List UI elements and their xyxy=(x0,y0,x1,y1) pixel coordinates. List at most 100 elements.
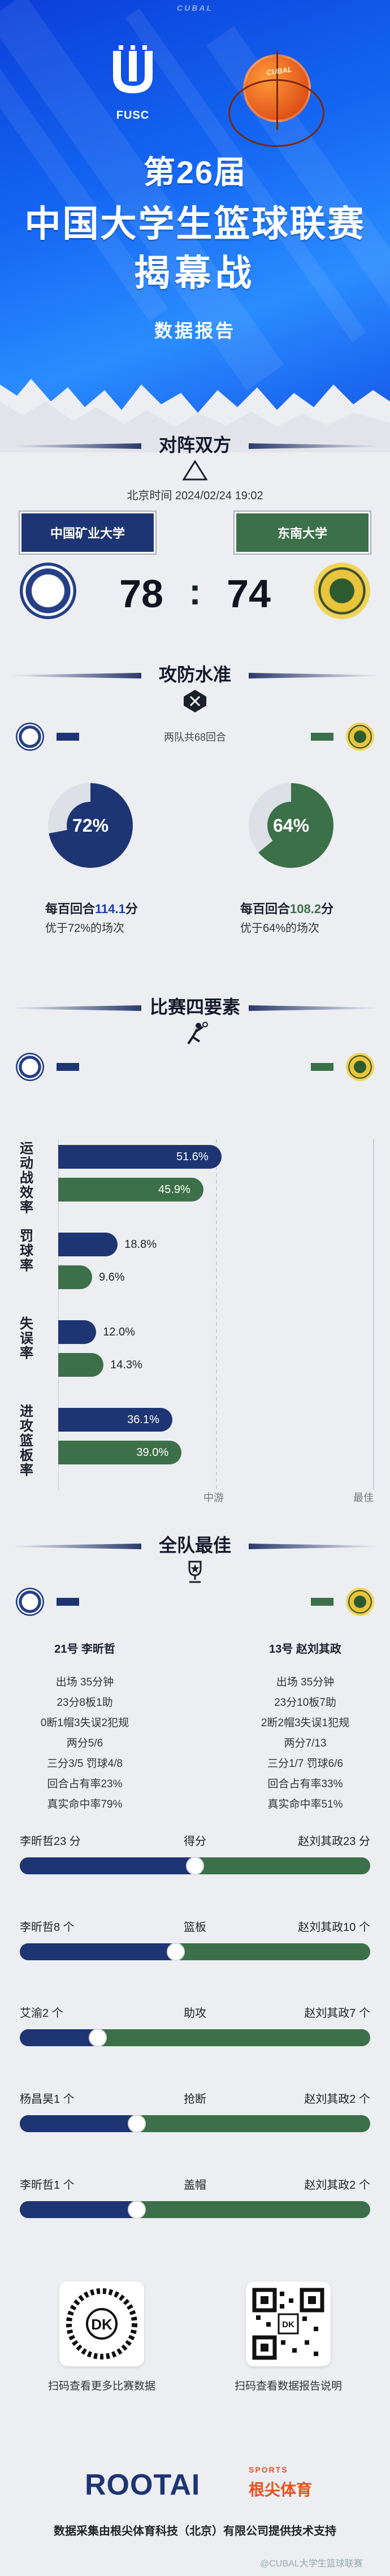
score-separator: : xyxy=(189,570,201,612)
stat-split-knob xyxy=(166,1943,185,1961)
home-player-line: 两分5/6 xyxy=(66,1737,103,1749)
away-factor-bar xyxy=(58,1353,104,1377)
away-player-line: 三分1/7 罚球6/6 xyxy=(267,1758,344,1770)
section-rule-right xyxy=(249,673,379,678)
away-color-marker xyxy=(311,1598,333,1606)
home-factor-value: 36.1% xyxy=(127,1414,159,1426)
away-player-line: 出场 35分钟 xyxy=(276,1676,335,1688)
versus-icon xyxy=(181,459,209,486)
home-crest-small xyxy=(16,1588,44,1616)
away-factor-bar xyxy=(58,1265,92,1289)
away-factor-bar xyxy=(58,1178,204,1201)
stat-home-fill xyxy=(20,2115,137,2132)
away-donut-gauge: 64% xyxy=(249,783,333,868)
section-rule-left xyxy=(11,443,141,449)
stat-category: 得分 xyxy=(184,1835,206,1848)
home-player-line: 三分3/5 罚球4/8 xyxy=(46,1758,123,1770)
section-rule-left xyxy=(11,673,141,678)
stat-home-player: 杨昌昊1 个 xyxy=(20,2093,75,2106)
stat-home-player: 李昕哲1 个 xyxy=(20,2179,75,2192)
stat-split-knob xyxy=(127,2201,146,2219)
home-color-marker xyxy=(57,733,79,741)
torn-paper-edge xyxy=(0,379,390,452)
stat-home-player: 李昕哲8 个 xyxy=(20,1921,75,1934)
home-better-than: 优于72%的场次 xyxy=(45,922,125,935)
away-color-marker xyxy=(311,1063,333,1071)
away-per100: 每百回合108.2分 xyxy=(240,902,334,916)
qr-code-icon: DK xyxy=(252,2288,324,2360)
qr-code-left[interactable]: DK xyxy=(59,2281,144,2366)
home-player-line: 0断1帽3失误2犯规 xyxy=(40,1717,129,1729)
home-team-crest xyxy=(20,563,76,619)
stat-home-fill xyxy=(20,2029,98,2046)
stat-compare-track xyxy=(20,2201,370,2218)
crossed-swords-icon xyxy=(181,689,209,716)
opener-title: 揭幕战 xyxy=(134,253,256,293)
stat-away-player: 赵刘其政7 个 xyxy=(304,2007,370,2020)
section-rule-right xyxy=(249,443,379,449)
factors-title: 比赛四要素 xyxy=(149,997,240,1017)
away-crest-small xyxy=(346,723,374,751)
edition-title: 第26届 xyxy=(143,154,247,190)
section-rule-left xyxy=(11,1005,141,1011)
match-datetime: 北京时间 2024/02/24 19:02 xyxy=(127,490,263,502)
footer-credit: 数据采集由根尖体育科技（北京）有限公司提供技术支持 xyxy=(54,2525,336,2538)
home-crest-small xyxy=(16,1053,44,1081)
stat-home-fill xyxy=(20,1943,176,1960)
away-factor-value: 14.3% xyxy=(110,1359,142,1371)
player-dunk-icon xyxy=(181,1021,209,1048)
stat-split-knob xyxy=(88,2029,107,2047)
svg-text:DK: DK xyxy=(282,2320,294,2329)
cubal-ball-label: CUBAL xyxy=(266,64,293,77)
qr-code-right[interactable]: DK xyxy=(246,2281,331,2366)
section-rule-right xyxy=(249,1544,379,1549)
home-factor-bar xyxy=(58,1408,173,1432)
factor-label: 罚球率 xyxy=(20,1229,33,1273)
away-player-line: 23分10板7助 xyxy=(274,1697,336,1709)
away-player-line: 两分7/13 xyxy=(284,1737,327,1749)
home-best-player-name: 21号 李昕哲 xyxy=(54,1643,115,1656)
home-team-name: 中国矿业大学 xyxy=(19,511,157,555)
home-factor-bar xyxy=(58,1320,97,1344)
home-donut-value: 72% xyxy=(67,802,114,849)
away-better-than: 优于64%的场次 xyxy=(240,922,320,935)
section-rule-right xyxy=(249,1005,379,1011)
axis-mid-label: 中游 xyxy=(203,1492,224,1503)
factor-label: 运动战效率 xyxy=(20,1141,33,1215)
report-subtitle: 数据报告 xyxy=(154,321,236,341)
away-player-line: 2断2帽3失误1犯规 xyxy=(261,1717,350,1729)
away-player-line: 回合占有率33% xyxy=(267,1778,343,1790)
stat-home-fill xyxy=(20,2201,137,2218)
stat-compare-track xyxy=(20,1943,370,1960)
total-rounds: 两队共68回合 xyxy=(163,732,227,743)
away-factor-value: 45.9% xyxy=(158,1183,190,1196)
rootai-cn-name: 根尖体育 xyxy=(249,2481,313,2499)
factors-grid xyxy=(58,1139,374,1490)
cubal-ball-logo: CUBAL xyxy=(228,51,324,147)
home-player-line: 真实命中率79% xyxy=(47,1799,123,1810)
away-factor-bar xyxy=(58,1441,182,1464)
home-factor-value: 18.8% xyxy=(124,1238,157,1251)
svg-text:DK: DK xyxy=(91,2316,112,2333)
home-factor-value: 12.0% xyxy=(103,1326,135,1338)
home-color-marker xyxy=(57,1598,79,1606)
factor-label: 失误率 xyxy=(20,1316,33,1361)
home-factor-value: 51.6% xyxy=(176,1151,209,1163)
stat-category: 助攻 xyxy=(184,2007,206,2020)
rootai-logo: ROOTAI xyxy=(85,2469,201,2501)
stat-category: 抢断 xyxy=(184,2093,206,2106)
stat-split-knob xyxy=(186,1857,204,1875)
stat-home-fill xyxy=(20,1857,195,1874)
stat-compare-track xyxy=(20,2029,370,2046)
stat-home-player: 李昕哲23 分 xyxy=(20,1835,81,1848)
home-color-marker xyxy=(57,1063,79,1071)
stat-away-player: 赵刘其政2 个 xyxy=(304,2093,370,2106)
trophy-icon xyxy=(181,1559,209,1587)
home-donut-gauge: 72% xyxy=(48,783,133,868)
stat-split-knob xyxy=(127,2115,146,2133)
stat-category: 盖帽 xyxy=(184,2179,206,2192)
stat-compare-track xyxy=(20,2115,370,2132)
qr-left-caption: 扫码查看更多比赛数据 xyxy=(47,2380,155,2392)
bottom-watermark: @CUBAL大学生篮球联赛 xyxy=(260,2559,363,2569)
away-player-line: 真实命中率51% xyxy=(267,1799,343,1810)
